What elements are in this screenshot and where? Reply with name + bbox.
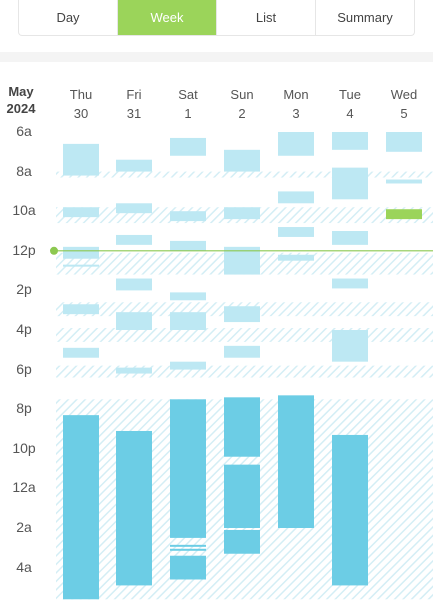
activity-block[interactable] [332, 231, 368, 245]
year-label: 2024 [6, 101, 36, 116]
activity-block[interactable] [278, 132, 314, 156]
activity-block[interactable] [224, 207, 260, 220]
activity-block[interactable] [116, 367, 152, 374]
activity-block[interactable] [63, 347, 99, 358]
day-date: 1 [184, 106, 192, 121]
sleep-block[interactable] [332, 434, 368, 586]
sleep-block[interactable] [224, 464, 260, 528]
time-label: 12p [12, 241, 36, 258]
day-weekday: Sat [178, 87, 198, 102]
activity-block[interactable] [116, 203, 152, 214]
day-date: 3 [292, 106, 300, 121]
activity-block[interactable] [278, 191, 314, 204]
activity-block[interactable] [332, 167, 368, 200]
activity-block[interactable] [170, 361, 206, 370]
activity-block[interactable] [116, 159, 152, 172]
highlight-block[interactable] [386, 209, 422, 220]
month-label: May [8, 84, 34, 99]
day-weekday: Sun [230, 87, 254, 102]
day-header-thu[interactable]: Thu 30 [54, 85, 108, 123]
sleep-block[interactable] [224, 529, 260, 554]
time-label: 4p [16, 321, 32, 337]
day-header-fri[interactable]: Fri 31 [107, 85, 161, 123]
hatched-period [56, 328, 433, 342]
day-weekday: Fri [126, 87, 142, 102]
sleep-block[interactable] [116, 430, 152, 586]
view-tabs: Day Week List Summary [18, 0, 415, 36]
sleep-block[interactable] [170, 548, 206, 551]
day-date: 4 [346, 106, 354, 121]
activity-block[interactable] [170, 312, 206, 330]
tab-list[interactable]: List [217, 0, 316, 35]
sleep-block[interactable] [224, 397, 260, 457]
tab-day[interactable]: Day [19, 0, 118, 35]
section-divider [0, 52, 433, 62]
activity-block[interactable] [386, 132, 422, 152]
time-label: 12a [12, 479, 36, 496]
day-header-mon[interactable]: Mon 3 [269, 85, 323, 123]
day-date: 5 [400, 106, 408, 121]
day-header-sat[interactable]: Sat 1 [161, 85, 215, 123]
sleep-block[interactable] [63, 415, 99, 600]
day-weekday: Tue [339, 87, 361, 102]
time-label: 10a [12, 202, 36, 219]
activity-block[interactable] [116, 312, 152, 330]
activity-block[interactable] [63, 264, 99, 267]
activity-block[interactable] [332, 330, 368, 362]
day-weekday: Mon [283, 87, 309, 102]
day-weekday: Wed [390, 87, 418, 102]
tab-week[interactable]: Week [118, 0, 217, 35]
day-header-sun[interactable]: Sun 2 [215, 85, 269, 123]
hatched-period [56, 365, 433, 378]
day-date: 31 [126, 106, 142, 121]
time-label: 2p [16, 281, 32, 298]
activity-block[interactable] [278, 254, 314, 261]
activity-block[interactable] [278, 227, 314, 237]
activity-block[interactable] [116, 234, 152, 245]
activity-block[interactable] [63, 246, 99, 259]
activity-block[interactable] [116, 278, 152, 291]
activity-block[interactable] [63, 304, 99, 315]
activity-block[interactable] [224, 246, 260, 275]
time-label: 10p [12, 439, 36, 456]
current-time-dot [50, 246, 58, 255]
time-label: 8p [16, 400, 32, 417]
sleep-block[interactable] [278, 395, 314, 528]
sleep-block[interactable] [170, 544, 206, 547]
activity-block[interactable] [224, 149, 260, 172]
day-date: 2 [238, 106, 246, 121]
activity-block[interactable] [224, 345, 260, 358]
day-header-wed[interactable]: Wed 5 [377, 85, 431, 123]
activity-block[interactable] [170, 240, 206, 251]
day-date: 30 [73, 106, 89, 121]
activity-block[interactable] [386, 179, 422, 184]
time-label: 6a [16, 123, 32, 139]
time-label: 4a [16, 558, 32, 575]
sleep-block[interactable] [170, 555, 206, 580]
activity-block[interactable] [170, 137, 206, 156]
sleep-block[interactable] [170, 399, 206, 538]
activity-block[interactable] [63, 143, 99, 176]
activity-block[interactable] [332, 132, 368, 150]
tab-summary[interactable]: Summary [337, 10, 393, 25]
activity-block[interactable] [63, 207, 99, 218]
time-label: 6p [16, 360, 32, 377]
time-label: 2a [16, 519, 32, 535]
activity-block[interactable] [224, 306, 260, 323]
day-header-tue[interactable]: Tue 4 [323, 85, 377, 123]
activity-block[interactable] [332, 278, 368, 289]
activity-block[interactable] [170, 292, 206, 301]
hatched-period [56, 171, 433, 178]
day-weekday: Thu [69, 87, 93, 102]
time-label: 8a [16, 162, 32, 179]
activity-block[interactable] [170, 211, 206, 222]
